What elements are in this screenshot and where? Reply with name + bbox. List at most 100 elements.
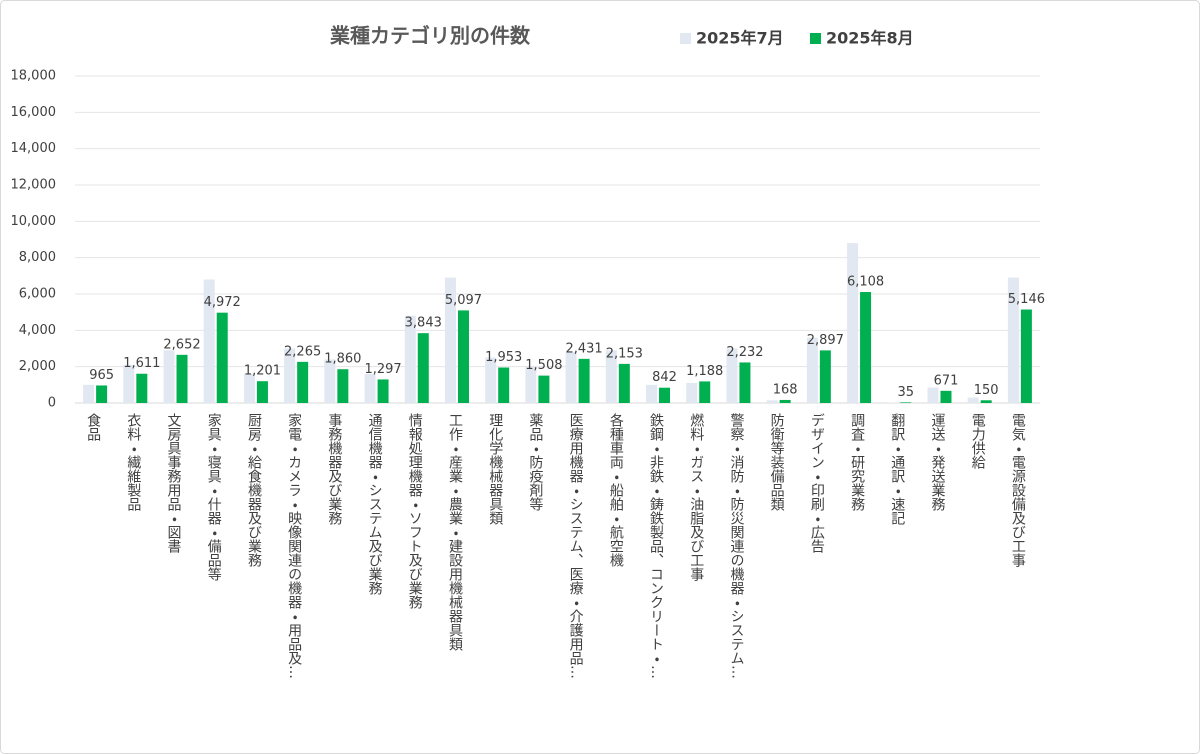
x-tick-label: 防衛等装備品類 xyxy=(769,413,785,511)
data-label: 5,146 xyxy=(1008,292,1045,307)
data-label: 150 xyxy=(974,383,999,398)
data-label: 1,860 xyxy=(324,352,361,367)
data-label: 5,097 xyxy=(445,293,482,308)
bar xyxy=(699,381,711,403)
x-tick-label: 燃料・ガス・油脂及び工事 xyxy=(688,412,704,581)
x-tick-label: 警察・消防・防災関連の機器・システム… xyxy=(728,413,744,679)
x-tick-label: デザイン・印刷・広告 xyxy=(809,413,825,553)
x-tick-label: 各種車両・船舶・航空機 xyxy=(608,413,624,567)
bar xyxy=(538,375,550,403)
bar xyxy=(1007,277,1019,403)
x-tick-label: 翻訳・通訳・速記 xyxy=(889,413,905,525)
bar xyxy=(297,361,309,403)
chart-title: 業種カテゴリ別の件数 xyxy=(330,24,531,48)
data-label: 168 xyxy=(773,382,798,397)
data-label: 1,201 xyxy=(244,364,281,379)
bar xyxy=(766,400,778,403)
bar xyxy=(123,364,135,403)
bar xyxy=(176,354,188,403)
legend-label: 2025年8月 xyxy=(826,29,914,48)
data-label: 1,611 xyxy=(123,356,160,371)
x-tick-label: 情報処理機器・ソフト及び業務 xyxy=(407,413,423,610)
x-tick-label: 事務機器及び業務 xyxy=(326,413,342,526)
x-tick-label: 衣料・繊維製品 xyxy=(125,413,141,511)
bar xyxy=(686,383,698,403)
bar xyxy=(887,402,899,403)
x-tick-label: 文房具事務用品・図書 xyxy=(166,413,182,554)
x-tick-label: 理化学機械器具類 xyxy=(487,413,503,525)
y-tick-label: 2,000 xyxy=(19,359,56,374)
bar xyxy=(444,277,456,403)
y-tick-label: 12,000 xyxy=(11,178,57,193)
data-label: 35 xyxy=(897,385,914,400)
bar xyxy=(163,350,175,403)
bar xyxy=(980,400,992,403)
data-label: 2,265 xyxy=(284,344,321,359)
bar xyxy=(940,390,952,403)
y-tick-label: 10,000 xyxy=(11,214,57,229)
y-tick-label: 6,000 xyxy=(19,287,56,302)
bar xyxy=(927,387,939,403)
y-tick-label: 18,000 xyxy=(11,69,57,84)
bar xyxy=(457,310,469,403)
x-tick-label: 食品 xyxy=(85,413,101,441)
bar xyxy=(739,362,751,403)
data-label: 2,652 xyxy=(163,337,200,352)
bar xyxy=(565,352,577,403)
x-tick-label: 調査・研究業務 xyxy=(849,413,865,512)
bar xyxy=(806,337,818,403)
bar xyxy=(404,315,416,403)
bar xyxy=(726,348,738,403)
x-tick-label: 電力供給 xyxy=(970,413,986,469)
data-label: 2,431 xyxy=(565,341,602,356)
bar xyxy=(618,363,630,403)
data-label: 1,297 xyxy=(364,362,401,377)
y-tick-label: 14,000 xyxy=(11,141,57,156)
bar xyxy=(847,243,859,403)
bar xyxy=(900,402,912,403)
x-tick-label: 運送・発送業務 xyxy=(929,413,945,512)
bar xyxy=(337,369,349,403)
bar xyxy=(96,385,108,403)
legend-label: 2025年7月 xyxy=(696,29,784,48)
bar xyxy=(860,292,872,403)
data-label: 3,843 xyxy=(405,316,442,331)
x-tick-label: 鉄鋼・非鉄・鋳鉄製品、コンクリート・… xyxy=(648,413,664,679)
data-label: 4,972 xyxy=(204,295,241,310)
bar xyxy=(216,312,228,403)
data-label: 671 xyxy=(934,373,959,388)
bar xyxy=(525,366,537,403)
bar xyxy=(605,350,617,403)
bar xyxy=(646,384,658,403)
x-tick-label: 家電・カメラ・映像関連の機器・用品及… xyxy=(286,412,302,679)
x-tick-label: 医療用機器・システム、医療・介護用品… xyxy=(568,413,584,679)
x-tick-label: 家具・寝具・什器・備品等 xyxy=(206,412,222,581)
bar xyxy=(659,387,671,403)
y-tick-label: 0 xyxy=(48,396,56,411)
bar xyxy=(485,357,497,403)
x-tick-label: 厨房・給食機器及び業務 xyxy=(246,413,262,568)
bar xyxy=(967,397,979,403)
x-tick-label: 電気・電源設備及び工事 xyxy=(1010,413,1026,567)
bar xyxy=(377,379,389,403)
y-tick-label: 8,000 xyxy=(19,250,56,265)
x-tick-label: 通信機器・システム及び業務 xyxy=(367,413,383,596)
data-label: 2,897 xyxy=(807,333,844,348)
bar xyxy=(498,367,510,403)
x-tick-label: 工作・産業・農業・建設用機械器具類 xyxy=(447,413,463,651)
data-label: 2,153 xyxy=(606,346,643,361)
bar xyxy=(779,399,791,403)
y-tick-label: 4,000 xyxy=(19,323,56,338)
bar xyxy=(417,333,429,403)
bar xyxy=(819,350,831,403)
bar xyxy=(83,384,95,403)
legend-swatch xyxy=(680,33,691,44)
bar xyxy=(364,373,376,403)
x-tick-label: 薬品・防疫剤等 xyxy=(527,413,543,511)
data-label: 2,232 xyxy=(726,345,763,360)
data-label: 6,108 xyxy=(847,275,884,290)
legend-swatch xyxy=(810,33,821,44)
bar xyxy=(136,373,148,403)
bar xyxy=(284,348,296,403)
data-label: 1,953 xyxy=(485,350,522,365)
